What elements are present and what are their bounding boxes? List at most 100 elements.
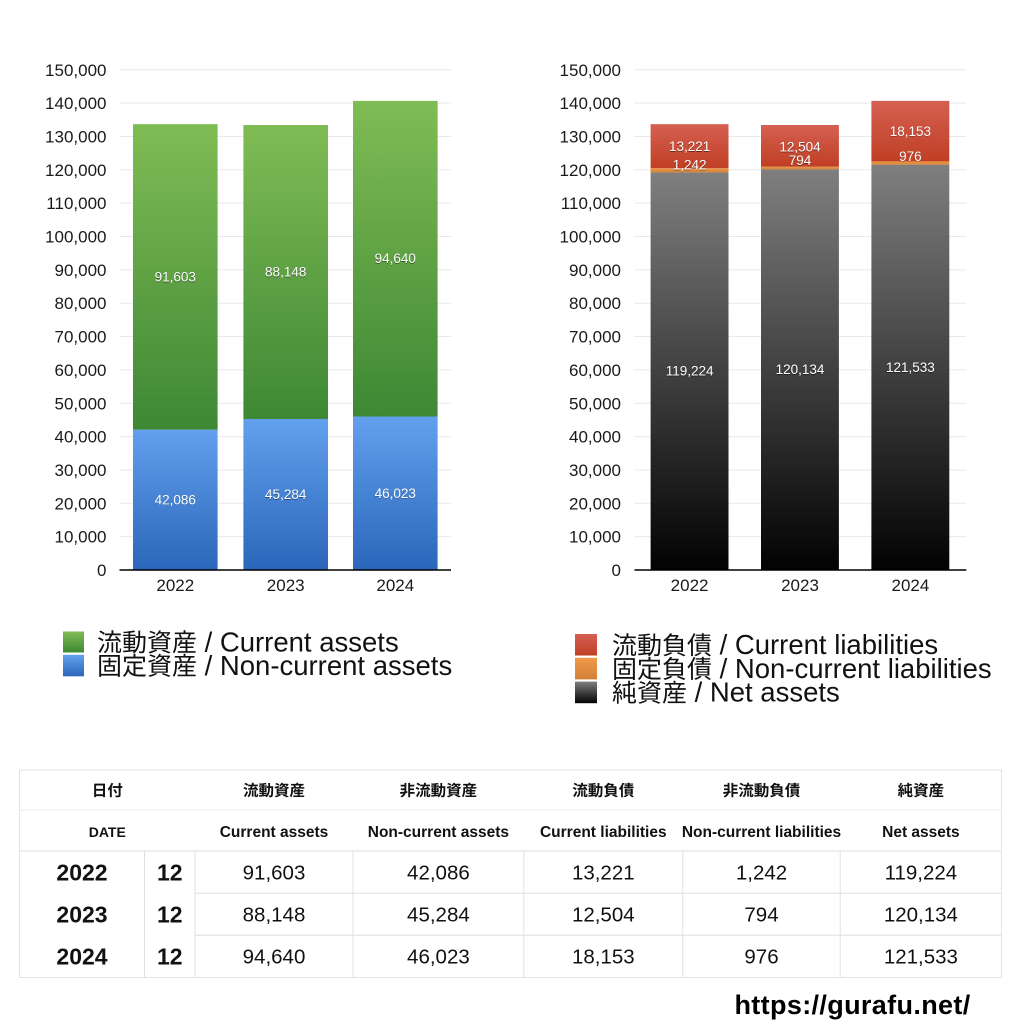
svg-text:130,000: 130,000	[45, 127, 106, 146]
svg-text:976: 976	[899, 149, 922, 164]
svg-text:90,000: 90,000	[569, 261, 621, 280]
svg-text:976: 976	[744, 946, 778, 969]
svg-text:2023: 2023	[267, 576, 305, 595]
svg-text:94,640: 94,640	[375, 251, 416, 266]
svg-text:30,000: 30,000	[569, 461, 621, 480]
svg-text:30,000: 30,000	[55, 461, 107, 480]
svg-text:120,134: 120,134	[776, 362, 825, 377]
svg-text:120,134: 120,134	[776, 363, 825, 378]
svg-text:60,000: 60,000	[569, 361, 621, 380]
svg-text:12,504: 12,504	[779, 140, 821, 155]
svg-text:12,504: 12,504	[572, 904, 635, 927]
svg-text:Current liabilities: Current liabilities	[540, 824, 667, 841]
svg-text:150,000: 150,000	[560, 61, 621, 80]
svg-text:18,153: 18,153	[572, 946, 635, 969]
svg-text:119,224: 119,224	[666, 364, 714, 379]
svg-text:10,000: 10,000	[569, 528, 621, 547]
svg-text:110,000: 110,000	[46, 194, 106, 213]
svg-text:12,504: 12,504	[779, 140, 821, 155]
svg-text:100,000: 100,000	[560, 228, 621, 247]
svg-text:13,221: 13,221	[669, 139, 710, 154]
svg-text:121,533: 121,533	[886, 361, 935, 376]
svg-text:/ Current assets: / Current assets	[205, 626, 399, 657]
svg-text:2024: 2024	[376, 576, 414, 595]
svg-text:94,640: 94,640	[375, 252, 416, 267]
svg-text:140,000: 140,000	[560, 94, 621, 113]
svg-text:91,603: 91,603	[155, 270, 196, 285]
svg-text:90,000: 90,000	[55, 261, 107, 280]
svg-text:150,000: 150,000	[45, 61, 106, 80]
svg-text:12: 12	[157, 944, 183, 970]
svg-text:119,224: 119,224	[666, 364, 714, 379]
svg-text:794: 794	[744, 904, 778, 927]
svg-text:10,000: 10,000	[55, 528, 107, 547]
svg-text:42,086: 42,086	[155, 493, 196, 508]
svg-text:2024: 2024	[56, 944, 107, 970]
svg-text:120,134: 120,134	[884, 904, 958, 927]
svg-text:50,000: 50,000	[569, 394, 621, 413]
svg-text:45,284: 45,284	[265, 488, 307, 503]
svg-text:1,242: 1,242	[736, 861, 787, 884]
svg-text:12: 12	[157, 902, 183, 928]
svg-text:Net assets: Net assets	[882, 824, 960, 841]
svg-text:45,284: 45,284	[407, 904, 470, 927]
svg-text:DATE: DATE	[89, 824, 126, 840]
svg-text:130,000: 130,000	[560, 127, 621, 146]
svg-text:121,533: 121,533	[884, 946, 958, 969]
svg-text:/ Current liabilities: / Current liabilities	[720, 629, 939, 660]
svg-text:42,086: 42,086	[155, 492, 196, 507]
svg-text:100,000: 100,000	[45, 228, 106, 247]
svg-text:46,023: 46,023	[375, 486, 416, 501]
svg-text:42,086: 42,086	[407, 861, 470, 884]
svg-text:46,023: 46,023	[375, 487, 416, 502]
svg-text:60,000: 60,000	[55, 361, 107, 380]
svg-text:2023: 2023	[781, 576, 819, 595]
svg-text:1,242: 1,242	[673, 157, 707, 172]
svg-text:2022: 2022	[671, 576, 709, 595]
svg-text:12: 12	[157, 859, 183, 885]
svg-text:80,000: 80,000	[569, 294, 621, 313]
svg-text:120,000: 120,000	[560, 161, 621, 180]
svg-text:/ Net assets: / Net assets	[695, 677, 840, 708]
svg-text:2022: 2022	[56, 859, 107, 885]
svg-text:/ Non-current assets: / Non-current assets	[205, 650, 453, 681]
svg-text:120,000: 120,000	[45, 161, 106, 180]
svg-text:40,000: 40,000	[569, 428, 621, 447]
svg-text:0: 0	[612, 561, 621, 580]
svg-text:50,000: 50,000	[55, 394, 107, 413]
svg-text:2022: 2022	[156, 576, 194, 595]
svg-text:80,000: 80,000	[55, 294, 107, 313]
svg-text:46,023: 46,023	[407, 946, 470, 969]
svg-text:20,000: 20,000	[569, 494, 621, 513]
svg-text:18,153: 18,153	[890, 125, 931, 140]
svg-text:13,221: 13,221	[669, 140, 710, 155]
svg-text:Current assets: Current assets	[220, 824, 329, 841]
svg-text:94,640: 94,640	[243, 946, 306, 969]
svg-text:/ Non-current liabilities: / Non-current liabilities	[720, 653, 992, 684]
svg-text:18,153: 18,153	[890, 124, 931, 139]
svg-text:121,533: 121,533	[886, 360, 935, 375]
svg-text:140,000: 140,000	[45, 94, 106, 113]
svg-text:1,242: 1,242	[673, 158, 707, 173]
svg-text:88,148: 88,148	[243, 904, 306, 927]
svg-text:794: 794	[789, 154, 812, 169]
svg-text:Non-current liabilities: Non-current liabilities	[682, 824, 841, 841]
svg-text:119,224: 119,224	[885, 861, 958, 884]
svg-text:13,221: 13,221	[572, 861, 635, 884]
svg-text:88,148: 88,148	[265, 265, 306, 280]
svg-text:88,148: 88,148	[265, 265, 306, 280]
svg-text:https://gurafu.net/: https://gurafu.net/	[734, 990, 970, 1020]
svg-text:110,000: 110,000	[561, 194, 621, 213]
svg-text:20,000: 20,000	[55, 494, 107, 513]
svg-text:70,000: 70,000	[569, 328, 621, 347]
svg-text:794: 794	[789, 153, 812, 168]
svg-text:0: 0	[97, 561, 106, 580]
svg-text:2023: 2023	[56, 902, 107, 928]
svg-text:45,284: 45,284	[265, 487, 307, 502]
svg-text:Non-current assets: Non-current assets	[368, 824, 509, 841]
svg-text:70,000: 70,000	[55, 328, 107, 347]
svg-text:40,000: 40,000	[55, 428, 107, 447]
svg-text:2024: 2024	[891, 576, 929, 595]
svg-text:91,603: 91,603	[155, 269, 196, 284]
svg-text:976: 976	[899, 150, 922, 165]
